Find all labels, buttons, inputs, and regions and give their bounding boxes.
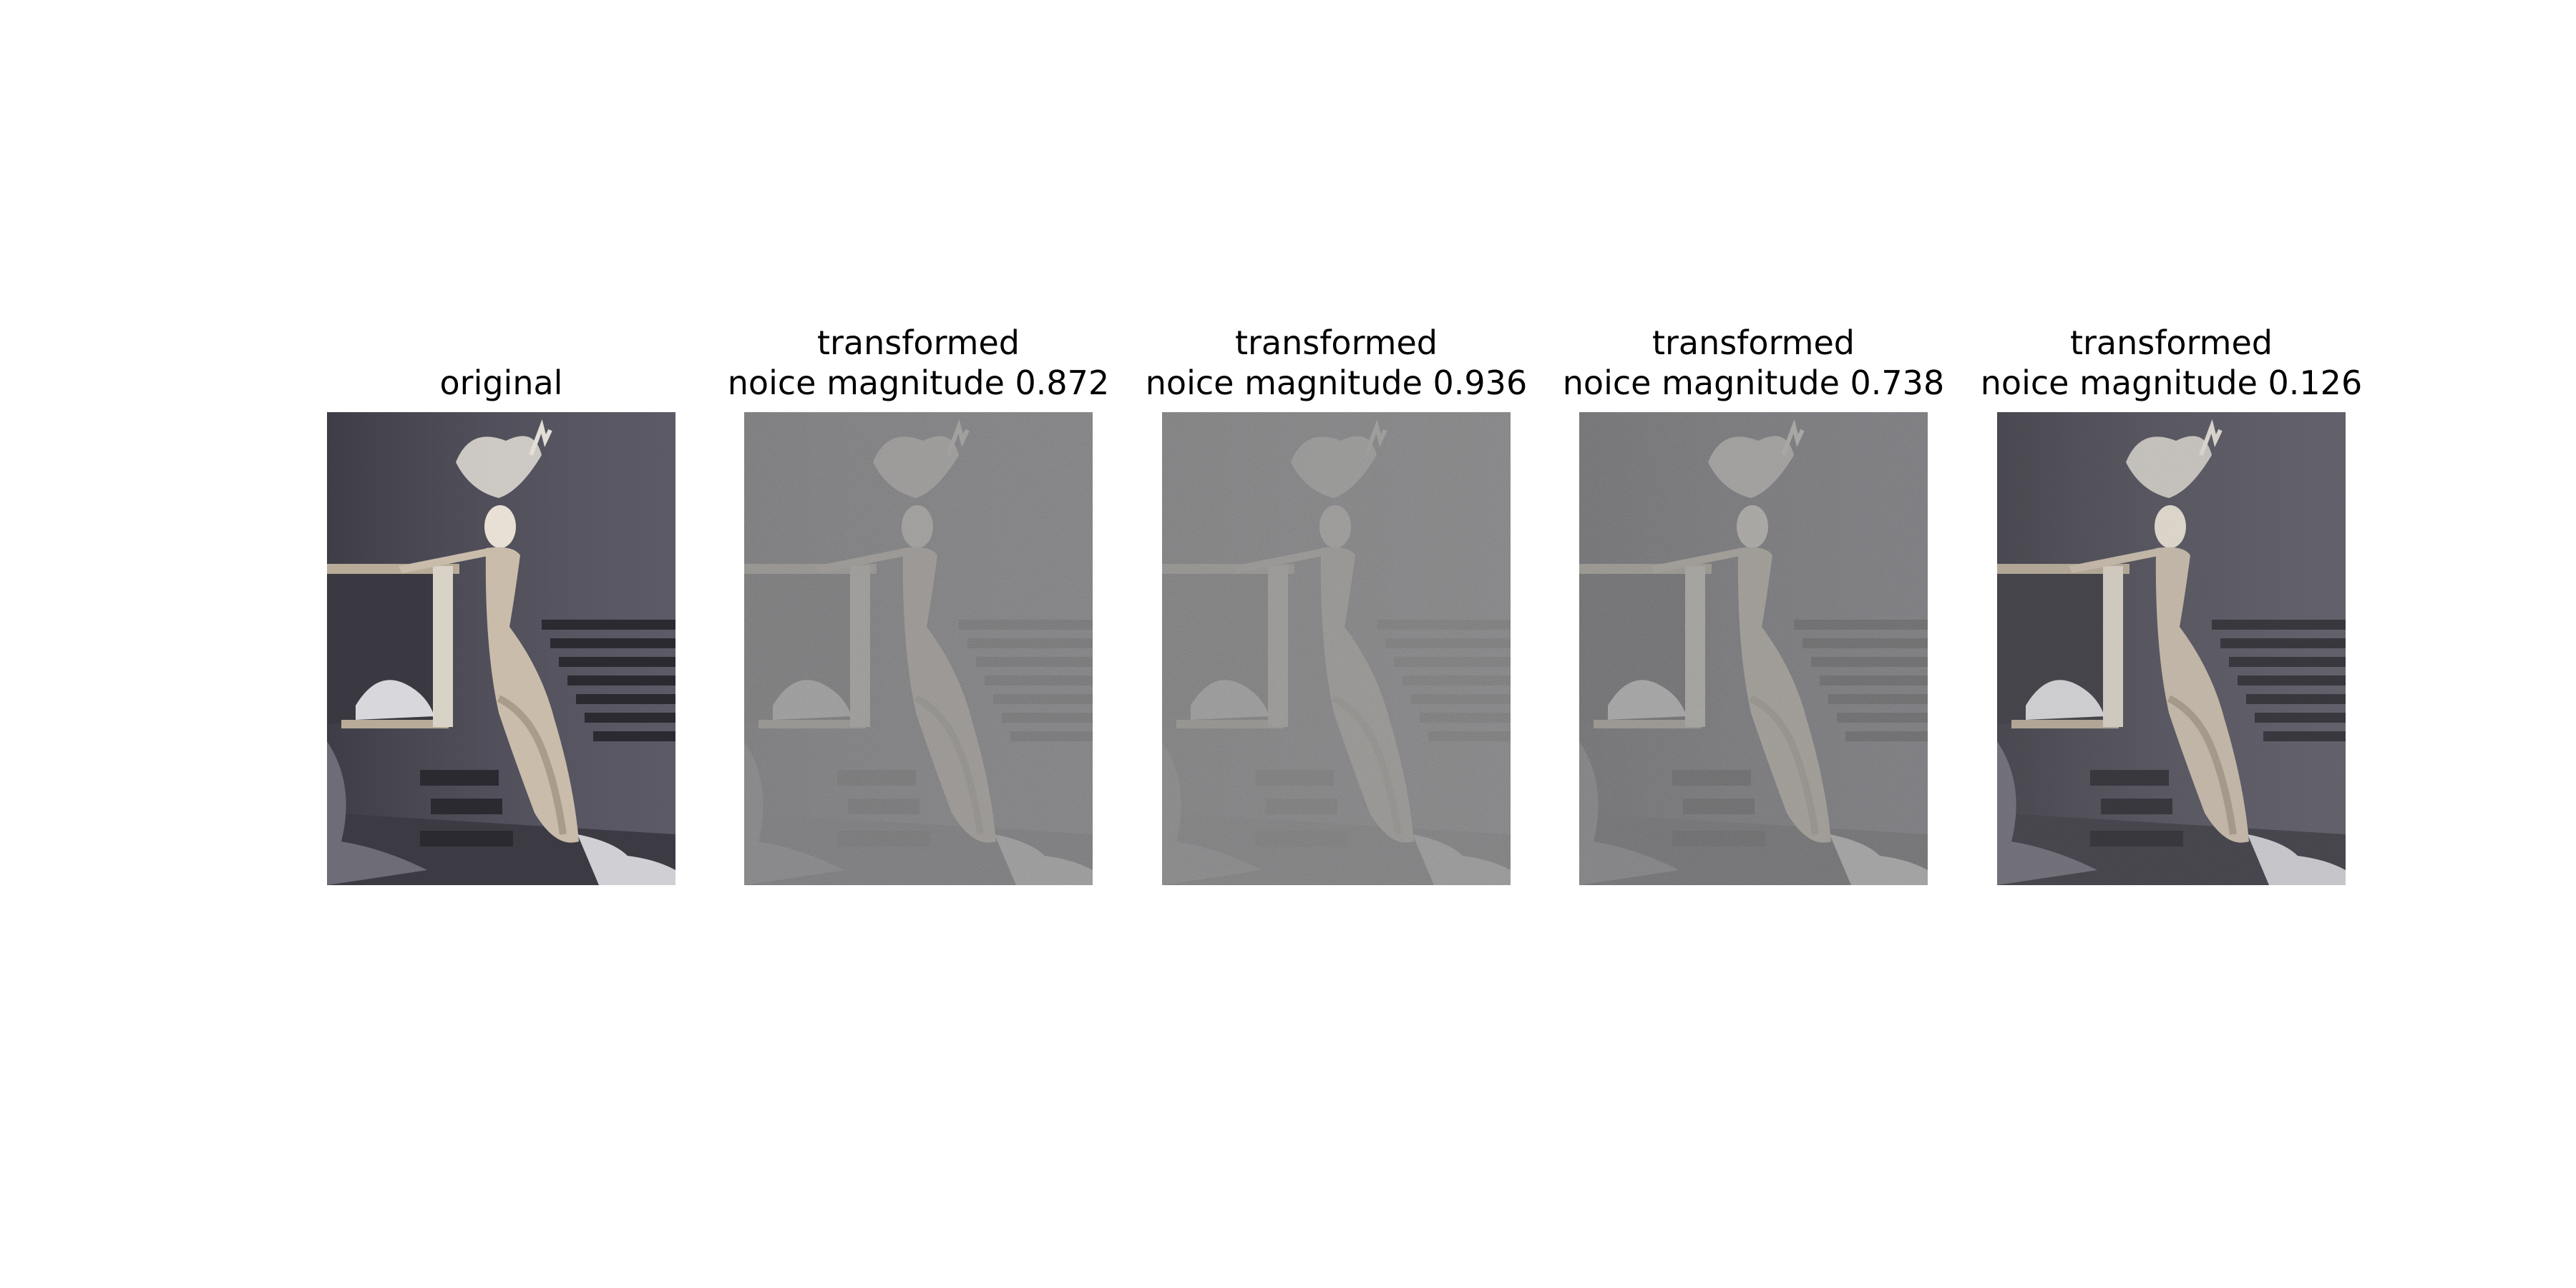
panel-title: transformed noice magnitude 0.738 bbox=[1493, 323, 2014, 403]
fabric-floor-right bbox=[577, 834, 675, 885]
headpiece bbox=[456, 436, 542, 498]
photo bbox=[744, 412, 1093, 885]
image-frame bbox=[744, 412, 1093, 885]
panel-title-line-2: noice magnitude 0.738 bbox=[1562, 364, 1945, 402]
box-panel bbox=[433, 566, 453, 727]
photo bbox=[1579, 412, 1928, 885]
panel-title-line-2: noice magnitude 0.126 bbox=[1980, 364, 2363, 402]
fabric-floor-left bbox=[327, 741, 427, 885]
stair-step bbox=[550, 638, 675, 648]
panel-title-line-2: noice magnitude 0.936 bbox=[1145, 364, 1528, 402]
image-frame bbox=[1997, 412, 2346, 885]
stair-step bbox=[585, 713, 675, 723]
panel-title-line-2: noice magnitude 0.872 bbox=[727, 364, 1110, 402]
stair-step bbox=[567, 675, 675, 686]
dress bbox=[485, 547, 579, 843]
panel-title: transformed noice magnitude 0.936 bbox=[1076, 323, 1596, 403]
panel-title-line-1: original bbox=[439, 364, 563, 402]
panel-transformed-2: transformed noice magnitude 0.936 bbox=[1146, 0, 1527, 1288]
stair-step bbox=[420, 770, 499, 786]
stair-step bbox=[542, 620, 675, 630]
photo bbox=[327, 412, 675, 885]
photo bbox=[1162, 412, 1511, 885]
staircase bbox=[420, 620, 675, 847]
panel-title-line-1: transformed bbox=[816, 323, 1020, 362]
noise-grain bbox=[1162, 412, 1511, 885]
stair-step bbox=[431, 799, 502, 814]
panel-title-line-1: transformed bbox=[1652, 323, 1855, 362]
panel-title: transformed noice magnitude 0.872 bbox=[658, 323, 1179, 403]
head bbox=[484, 505, 516, 548]
stair-step bbox=[593, 731, 675, 741]
panel-transformed-3: transformed noice magnitude 0.738 bbox=[1563, 0, 1944, 1288]
box-bottom-edge bbox=[341, 720, 449, 728]
stair-step bbox=[559, 657, 675, 667]
image-frame bbox=[327, 412, 675, 885]
image-frame bbox=[1579, 412, 1928, 885]
panel-title: original bbox=[241, 363, 761, 403]
panel-title-line-1: transformed bbox=[1234, 323, 1438, 362]
panel-transformed-1: transformed noice magnitude 0.872 bbox=[728, 0, 1109, 1288]
stair-step bbox=[576, 694, 675, 704]
noise-grain bbox=[1579, 412, 1928, 885]
noise-grain bbox=[1997, 412, 2346, 885]
panel-transformed-4: transformed noice magnitude 0.126 bbox=[1981, 0, 2362, 1288]
panel-title: transformed noice magnitude 0.126 bbox=[1911, 323, 2431, 403]
image-frame bbox=[1162, 412, 1511, 885]
noise-grain bbox=[744, 412, 1093, 885]
fabric-in-box bbox=[356, 680, 434, 720]
arm bbox=[399, 548, 492, 573]
panel-original: original bbox=[327, 0, 675, 1288]
dress-ruffles bbox=[497, 695, 567, 835]
antler bbox=[529, 419, 552, 457]
stair-step bbox=[420, 831, 513, 847]
panel-title-line-1: transformed bbox=[2069, 323, 2273, 362]
photo-scene bbox=[327, 412, 675, 885]
photo bbox=[1997, 412, 2346, 885]
